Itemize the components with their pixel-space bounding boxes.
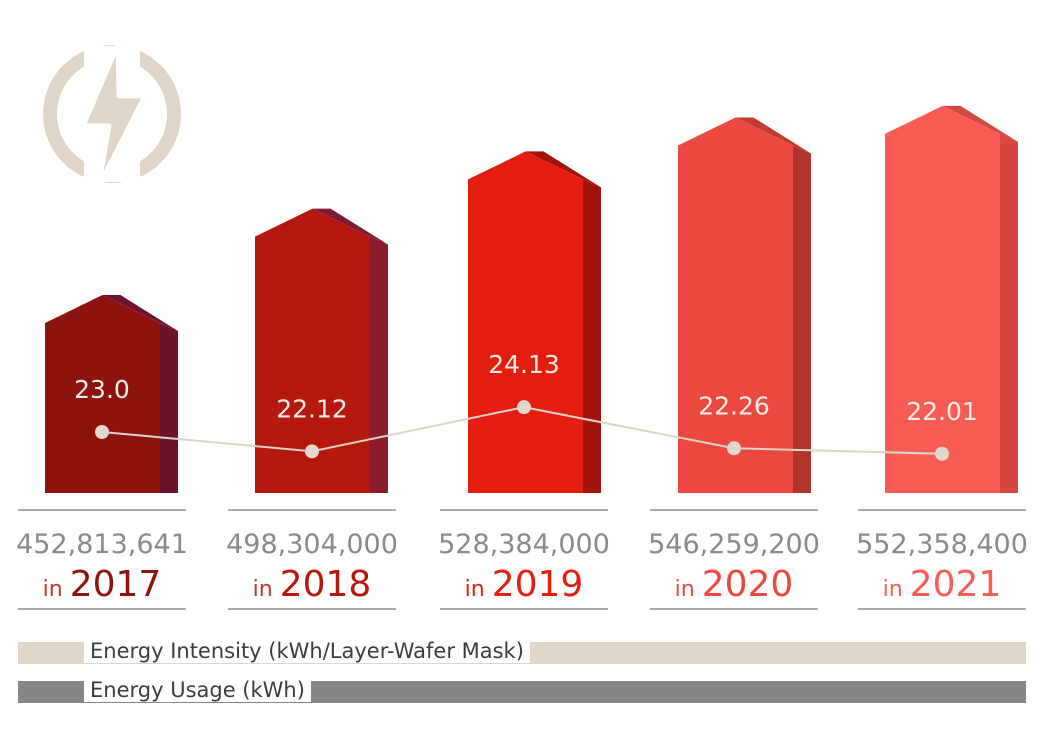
year-value-2019: 2019	[492, 564, 584, 605]
legend-intensity: Energy Intensity (kWh/Layer-Wafer Mask)	[18, 639, 1026, 664]
year-prefix-2019: in	[465, 577, 492, 602]
intensity-label-2021: 22.01	[906, 397, 978, 426]
bar-2017	[45, 295, 160, 493]
year-prefix-2017: in	[43, 577, 70, 602]
usage-label-2020: 546,259,200	[648, 529, 820, 560]
bar-top-2017	[102, 295, 178, 331]
bar-2021	[885, 105, 1000, 493]
year-prefix-2020: in	[675, 577, 702, 602]
usage-label-2017: 452,813,641	[16, 529, 188, 560]
bar-side-2021	[1000, 133, 1018, 493]
intensity-point-2018	[305, 444, 319, 459]
bar-2019	[468, 151, 583, 493]
year-label-2019: in 2019	[465, 564, 584, 605]
intensity-point-2017	[95, 425, 109, 439]
intensity-point-2021	[935, 446, 949, 461]
intensity-label-2018: 22.12	[276, 394, 348, 423]
bar-side-2019	[583, 179, 601, 493]
year-value-2021: 2021	[910, 564, 1002, 605]
bar-side-2017	[160, 323, 178, 493]
legend-usage: Energy Usage (kWh)	[18, 678, 1026, 703]
year-label-2017: in 2017	[43, 564, 162, 605]
bar-side-2018	[370, 236, 388, 494]
intensity-point-2019	[517, 400, 531, 415]
year-label-2018: in 2018	[253, 564, 372, 605]
usage-label-2021: 552,358,400	[856, 529, 1028, 560]
bar-2018	[255, 208, 370, 494]
intensity-point-2020	[727, 441, 741, 456]
year-label-2021: in 2021	[883, 564, 1002, 605]
year-value-2020: 2020	[702, 564, 794, 605]
year-value-2017: 2017	[70, 564, 162, 605]
year-label-2020: in 2020	[675, 564, 794, 605]
legend-intensity-label: Energy Intensity (kWh/Layer-Wafer Mask)	[84, 639, 530, 663]
bar-top-2021	[942, 105, 1018, 142]
usage-label-2018: 498,304,000	[226, 529, 398, 560]
intensity-label-2017: 23.0	[74, 375, 130, 404]
bar-2020	[678, 117, 793, 494]
bar-top-2018	[312, 208, 388, 245]
year-prefix-2018: in	[253, 577, 280, 602]
year-prefix-2021: in	[883, 577, 910, 602]
bar-top-2020	[735, 117, 811, 154]
bar-side-2020	[793, 145, 811, 494]
legend-usage-label: Energy Usage (kWh)	[84, 678, 311, 702]
lightning-bolt-icon	[43, 41, 181, 191]
year-value-2018: 2018	[280, 564, 372, 605]
intensity-label-2019: 24.13	[488, 350, 560, 379]
intensity-label-2020: 22.26	[698, 391, 770, 420]
usage-label-2019: 528,384,000	[438, 529, 610, 560]
bar-top-2019	[525, 151, 601, 188]
